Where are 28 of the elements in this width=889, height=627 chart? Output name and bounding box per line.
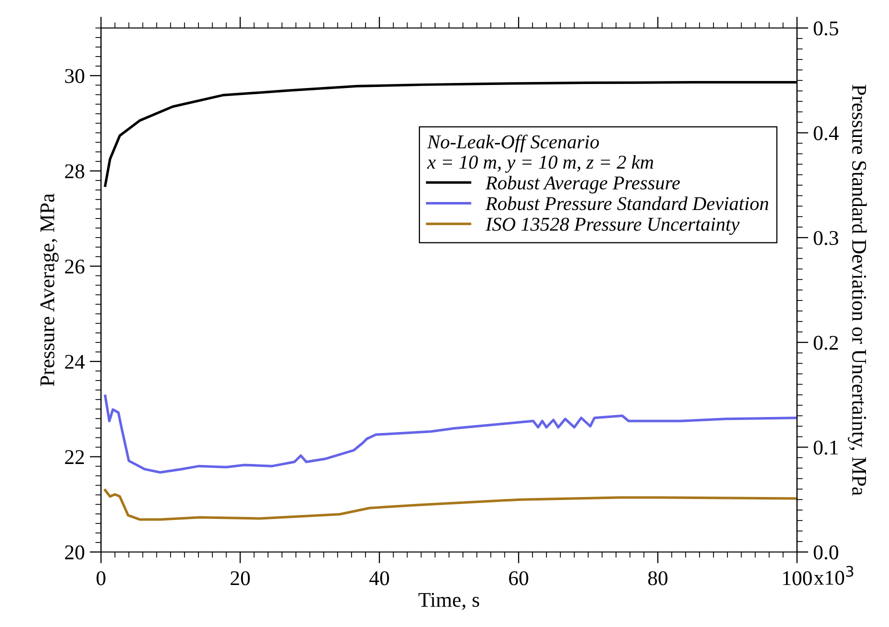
x-tick-label: 60 — [509, 571, 528, 586]
legend-label: Robust Pressure Standard Deviation — [485, 196, 768, 210]
y2-tick-label: 0.5 — [814, 21, 838, 36]
legend-label: Robust Average Pressure — [485, 176, 680, 194]
y-axis-title: Pressure Average, MPa — [40, 194, 59, 386]
y-tick-label: 26 — [65, 260, 84, 274]
y2-tick-label: 0.3 — [814, 230, 838, 246]
x-tick-label: 100 — [783, 571, 812, 586]
y2-axis-title: Pressure Standard Deviation or Uncertainty, MPa — [848, 84, 867, 496]
legend-title: No-Leak-Off Scenario x = 10 m, y = 10 m, z = 2 km — [426, 134, 654, 173]
y-tick-label: 24 — [65, 354, 85, 369]
x-tick-label: 80 — [648, 571, 668, 586]
x-tick-label: 40 — [369, 571, 390, 586]
x-axis-title: Time, s — [418, 592, 480, 610]
legend-label: ISO 13528 Pressure Uncertainty — [485, 218, 740, 235]
y2-tick-label: 0.1 — [814, 440, 838, 455]
y2-tick-label: 0.0 — [814, 545, 838, 560]
y2-tick-label: 0.4 — [814, 126, 839, 140]
line-series — [104, 394, 797, 474]
line-series — [104, 488, 797, 521]
x-tick-label: 0 — [96, 571, 106, 586]
text: x10$^{3}$ — [814, 566, 854, 585]
y-tick-label: 30 — [65, 69, 84, 84]
y-tick-label: 22 — [65, 450, 84, 464]
y2-tick-label: 0.2 — [814, 336, 838, 350]
y-tick-label: 28 — [65, 164, 84, 178]
y-tick-label: 20 — [65, 545, 84, 560]
x-tick-label: 20 — [230, 571, 250, 586]
